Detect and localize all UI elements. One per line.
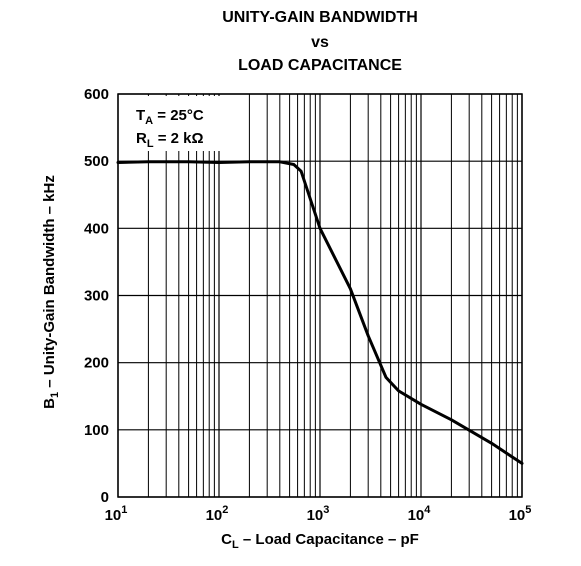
- x-label-rest: – Load Capacitance – pF: [239, 531, 419, 548]
- x-tick-base: 10: [408, 507, 425, 524]
- annotation-line: RL = 2 kΩ: [136, 130, 204, 150]
- chart-title: UNITY-GAIN BANDWIDTH vs LOAD CAPACITANCE: [222, 9, 418, 74]
- x-tick-base: 10: [206, 507, 223, 524]
- y-tick-label: 200: [84, 355, 109, 372]
- x-label-sub: L: [232, 539, 239, 551]
- plot-frame: [117, 93, 523, 498]
- y-label-rest: – Unity-Gain Bandwidth – kHz: [41, 175, 58, 392]
- x-tick-exponent: 4: [424, 504, 431, 516]
- series-group: [116, 160, 524, 465]
- x-tick-label: 103: [307, 504, 330, 524]
- y-tick-label: 100: [84, 422, 109, 439]
- x-tick-label: 101: [105, 504, 128, 524]
- x-tick-exponent: 3: [323, 504, 329, 516]
- y-tick-labels: 0 100 200 300 400 500 600: [84, 86, 109, 506]
- annotation-background: [120, 96, 224, 151]
- title-line: UNITY-GAIN BANDWIDTH: [222, 9, 418, 26]
- x-tick-base: 10: [307, 507, 324, 524]
- y-label-main: B: [41, 398, 58, 409]
- title-line: vs: [311, 34, 329, 51]
- annotation-sub: L: [147, 138, 154, 150]
- plot-border: [117, 93, 523, 498]
- y-axis-label: B1 – Unity-Gain Bandwidth – kHz: [41, 175, 61, 409]
- annotation-box: TA = 25°C RL = 2 kΩ: [120, 96, 224, 151]
- x-tick-base: 10: [509, 507, 526, 524]
- x-tick-exponent: 5: [525, 504, 531, 516]
- y-label-sub: 1: [49, 392, 61, 398]
- y-tick-label: 600: [84, 86, 109, 103]
- y-tick-label: 0: [101, 489, 109, 506]
- x-tick-exponent: 1: [121, 504, 127, 516]
- x-axis-label-text: CL – Load Capacitance – pF: [221, 531, 419, 551]
- y-tick-label: 300: [84, 288, 109, 305]
- grid: [117, 93, 523, 498]
- annotation-rest: = 2 kΩ: [154, 130, 204, 147]
- x-tick-label: 105: [509, 504, 532, 524]
- x-tick-base: 10: [105, 507, 122, 524]
- x-tick-exponent: 2: [222, 504, 228, 516]
- annotation-main: R: [136, 130, 147, 147]
- x-tick-label: 102: [206, 504, 229, 524]
- annotation-main: T: [136, 107, 145, 124]
- x-tick-labels: 101 102 103 104 105: [105, 504, 532, 524]
- x-label-main: C: [221, 531, 232, 548]
- x-tick-label: 104: [408, 504, 432, 524]
- annotation-sub: A: [145, 115, 153, 127]
- series-line: [116, 160, 524, 465]
- y-tick-label: 400: [84, 220, 109, 237]
- annotation-line: TA = 25°C: [136, 107, 204, 127]
- x-axis-label: CL – Load Capacitance – pF: [221, 531, 419, 551]
- y-tick-label: 500: [84, 153, 109, 170]
- title-line: LOAD CAPACITANCE: [238, 57, 402, 74]
- y-axis-label-text: B1 – Unity-Gain Bandwidth – kHz: [41, 175, 61, 409]
- annotation-rest: = 25°C: [153, 107, 204, 124]
